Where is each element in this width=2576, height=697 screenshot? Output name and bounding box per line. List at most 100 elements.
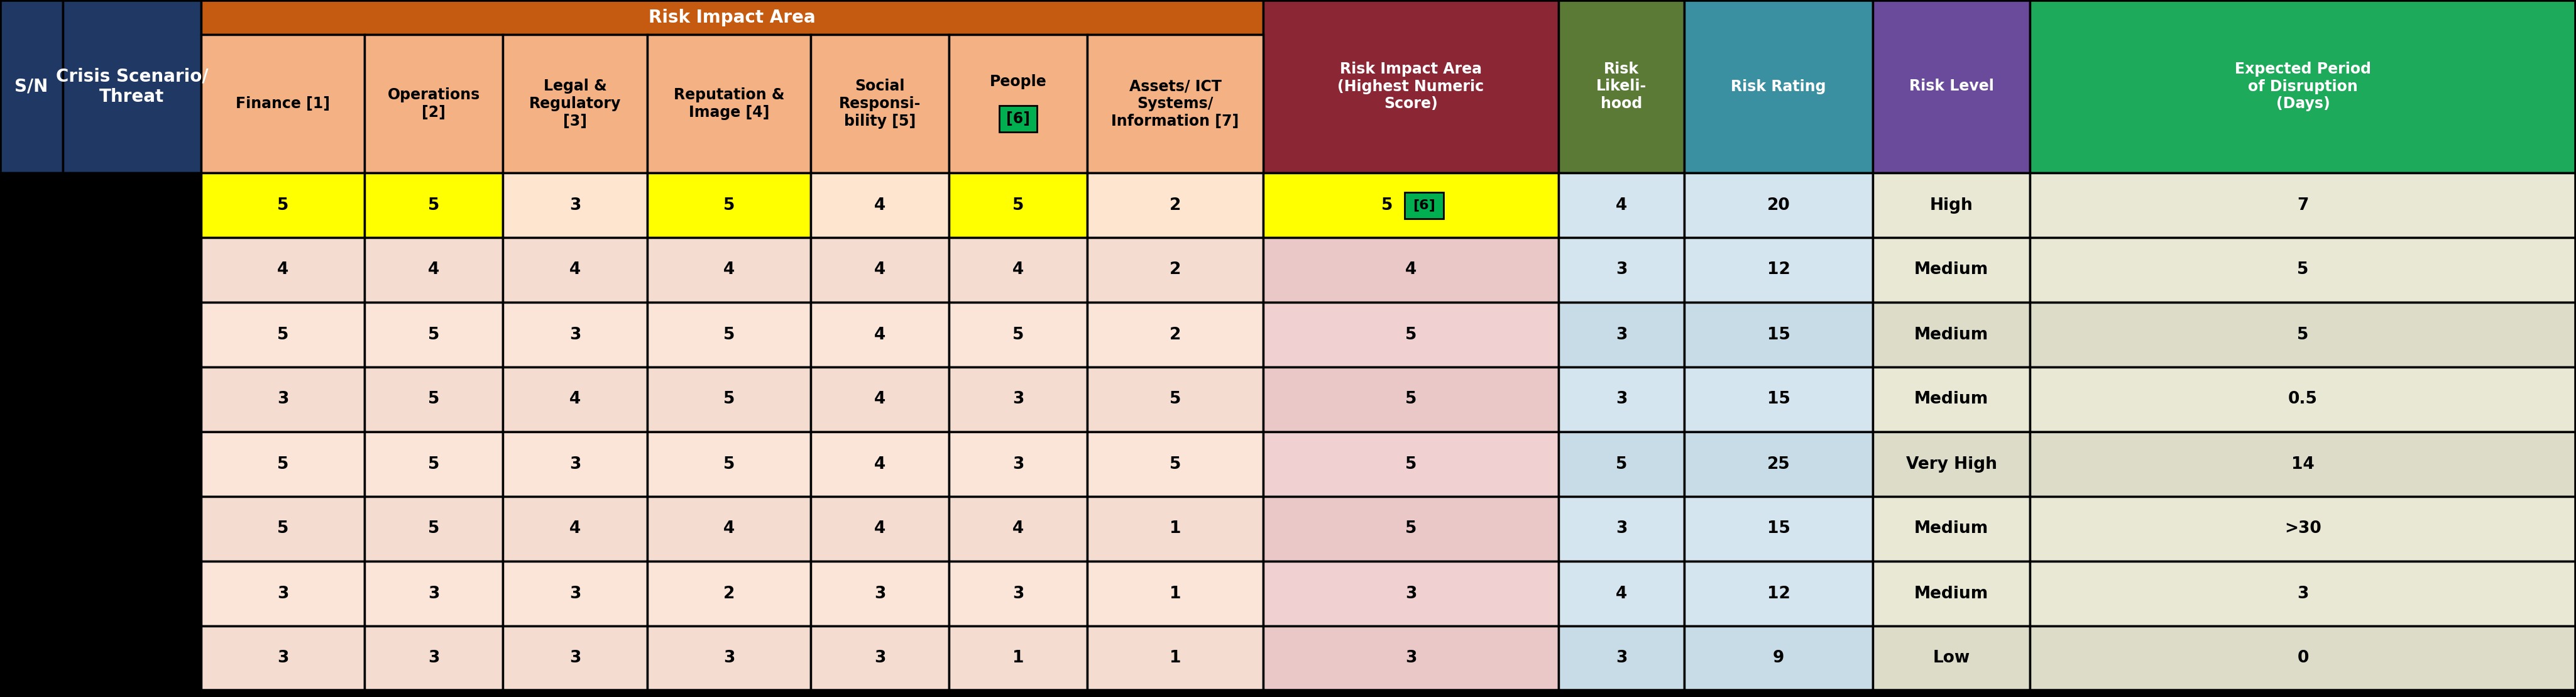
Bar (1873, 561, 2030, 626)
Text: Assets/ ICT
Systems/
Information [7]: Assets/ ICT Systems/ Information [7] (1110, 79, 1239, 129)
Bar (2030, 561, 2576, 626)
Bar (1262, 0, 1558, 173)
Bar (1262, 173, 1558, 238)
Text: 3: 3 (1012, 456, 1023, 473)
Text: 12: 12 (1767, 585, 1790, 602)
Bar (647, 302, 811, 367)
Text: 5: 5 (278, 456, 289, 473)
Text: 3: 3 (569, 326, 580, 343)
Text: Social
Responsi-
bility [5]: Social Responsi- bility [5] (840, 79, 920, 129)
Text: Risk Impact Area
(Highest Numeric
Score): Risk Impact Area (Highest Numeric Score) (1337, 61, 1484, 112)
Text: Expected Period
of Disruption
(Days): Expected Period of Disruption (Days) (2236, 61, 2370, 112)
Text: 5: 5 (428, 391, 440, 408)
Text: 2: 2 (1170, 197, 1180, 213)
Bar (948, 302, 1087, 367)
Bar (811, 367, 948, 431)
Bar (62, 367, 201, 431)
Bar (363, 561, 502, 626)
Bar (2030, 238, 2576, 302)
Text: 4: 4 (873, 521, 886, 537)
Bar (1262, 302, 1558, 367)
Bar (948, 238, 1087, 302)
Bar (2030, 367, 2576, 431)
Bar (948, 35, 1087, 173)
Text: 2: 2 (724, 585, 734, 602)
Bar (1558, 302, 1685, 367)
Bar (502, 173, 647, 238)
Bar (1262, 238, 1558, 302)
Bar (0, 626, 62, 691)
Text: [6]: [6] (1007, 112, 1030, 126)
Bar (2030, 431, 2576, 496)
Bar (1873, 238, 2030, 302)
Bar (62, 173, 201, 238)
Bar (1685, 431, 1873, 496)
Bar (1558, 496, 1685, 561)
Text: 5: 5 (428, 197, 440, 213)
Text: Risk Rating: Risk Rating (1731, 79, 1826, 94)
Bar (1558, 431, 1685, 496)
Bar (1685, 367, 1873, 431)
Text: 4: 4 (724, 262, 734, 278)
Text: Operations
[2]: Operations [2] (386, 87, 479, 120)
Text: Finance [1]: Finance [1] (234, 96, 330, 112)
Bar (1873, 431, 2030, 496)
Text: 5: 5 (428, 521, 440, 537)
Text: 25: 25 (1767, 456, 1790, 473)
Text: 3: 3 (873, 585, 886, 602)
Text: 3: 3 (569, 585, 580, 602)
Bar (1558, 238, 1685, 302)
Text: People: People (989, 74, 1046, 89)
Bar (0, 302, 62, 367)
Bar (502, 431, 647, 496)
Text: 2: 2 (1170, 326, 1180, 343)
Text: Medium: Medium (1914, 391, 1989, 408)
Bar (811, 561, 948, 626)
Bar (999, 105, 1038, 132)
Text: 5: 5 (724, 391, 734, 408)
Text: 4: 4 (428, 262, 440, 278)
Text: 5: 5 (724, 456, 734, 473)
Text: 4: 4 (1012, 521, 1023, 537)
Text: 7: 7 (2298, 197, 2308, 213)
Bar (0, 173, 62, 238)
Bar (201, 367, 363, 431)
Bar (0, 431, 62, 496)
Bar (363, 35, 502, 173)
Text: 5: 5 (724, 197, 734, 213)
Text: 5: 5 (1012, 197, 1023, 213)
Bar (62, 0, 201, 173)
Bar (2030, 302, 2576, 367)
Bar (948, 431, 1087, 496)
Bar (647, 35, 811, 173)
Text: Medium: Medium (1914, 585, 1989, 602)
Text: 1: 1 (1170, 650, 1180, 666)
Bar (2030, 626, 2576, 691)
Text: 15: 15 (1767, 326, 1790, 343)
Text: 14: 14 (2293, 456, 2313, 473)
Bar (811, 238, 948, 302)
Bar (363, 367, 502, 431)
Text: 3: 3 (278, 391, 289, 408)
Text: 4: 4 (1615, 585, 1628, 602)
Bar (1685, 238, 1873, 302)
Text: 4: 4 (1404, 262, 1417, 278)
Bar (1873, 173, 2030, 238)
Bar (1685, 0, 1873, 173)
Text: 4: 4 (569, 262, 580, 278)
Text: 5: 5 (278, 521, 289, 537)
Bar (647, 561, 811, 626)
Text: 3: 3 (569, 650, 580, 666)
Bar (1685, 302, 1873, 367)
Text: 5: 5 (428, 456, 440, 473)
Bar (1262, 561, 1558, 626)
Bar (1873, 496, 2030, 561)
Bar (0, 0, 62, 173)
Text: Medium: Medium (1914, 262, 1989, 278)
Text: Low: Low (1932, 650, 1971, 666)
Bar (201, 431, 363, 496)
Text: 5: 5 (1170, 456, 1180, 473)
Bar (811, 35, 948, 173)
Text: 15: 15 (1767, 521, 1790, 537)
Text: 3: 3 (1615, 262, 1628, 278)
